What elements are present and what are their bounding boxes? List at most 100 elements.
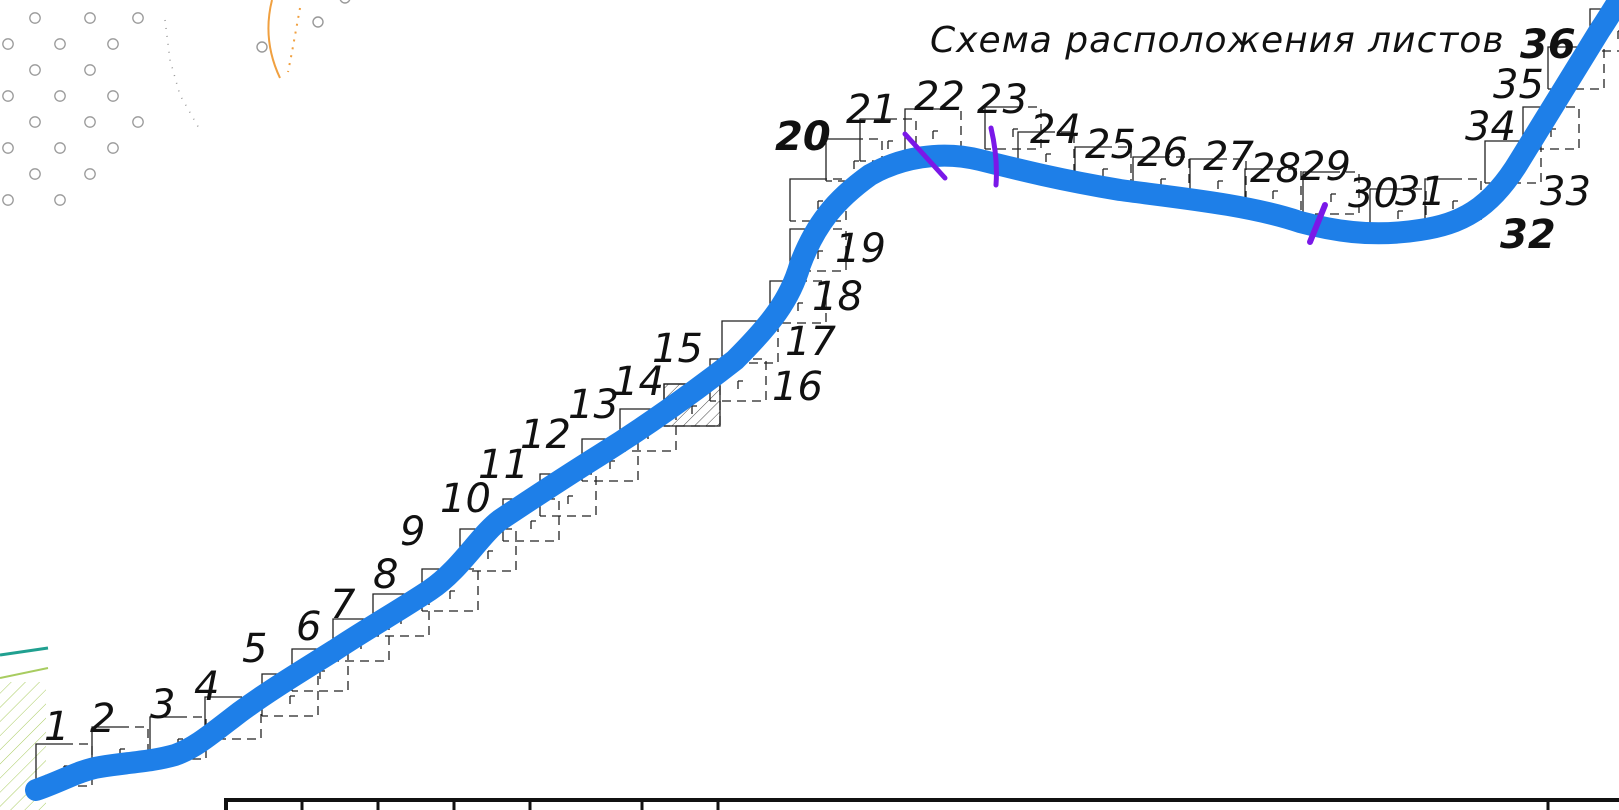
sheet-frame-tick <box>1330 193 1336 202</box>
sheet-label-2: 2 <box>90 696 115 742</box>
sheet-frame-tick <box>449 590 455 599</box>
sheet-frame-edge <box>664 383 721 427</box>
sheet-label-5: 5 <box>242 626 267 672</box>
sheet-label-7: 7 <box>330 582 356 628</box>
sheet-label-16: 16 <box>772 364 823 410</box>
dot-decoration <box>54 194 66 206</box>
sheet-label-20: 20 <box>775 114 831 160</box>
sheet-frame-edge <box>333 618 390 662</box>
sheet-frame-edge <box>790 228 847 272</box>
sheet-frame-edge <box>292 648 349 692</box>
orange-arc-decoration <box>267 0 281 79</box>
sheet-label-11: 11 <box>478 442 529 488</box>
sheet-frame-edge <box>373 593 430 637</box>
sheet-frame-tick <box>737 380 743 389</box>
sheet-frame-edge <box>1547 46 1576 89</box>
dot-decoration <box>29 12 41 24</box>
sheet-frame-edge <box>721 320 750 363</box>
sheet-label-9: 9 <box>400 509 425 555</box>
cut-mark <box>988 125 999 188</box>
sheet-frame-tick <box>932 130 938 139</box>
sheet-frame-edge <box>460 528 517 572</box>
sheet-label-32: 32 <box>1500 212 1556 258</box>
sheet-frame-edge <box>825 138 854 181</box>
sheet-frame-tick <box>853 160 859 169</box>
dot-decoration <box>107 142 119 154</box>
sheet-label-27: 27 <box>1203 134 1254 180</box>
sheet-frame-edge <box>859 118 888 161</box>
dot-decoration <box>107 38 119 50</box>
dot-decoration <box>29 168 41 180</box>
sheet-label-14: 14 <box>613 359 664 405</box>
dot-decoration <box>54 38 66 50</box>
sheet-label-30: 30 <box>1348 171 1399 217</box>
sheet-frame-edge <box>1484 140 1513 183</box>
sheet-frame-tick <box>1452 200 1458 209</box>
sheet-frame-edge <box>1302 171 1331 214</box>
sheet-frame-edge <box>540 473 597 517</box>
grey-dotted-decoration <box>164 19 201 131</box>
dot-decoration <box>2 38 14 50</box>
sheet-frame-edge <box>503 498 560 542</box>
dot-decoration <box>132 12 144 24</box>
dot-decoration <box>54 142 66 154</box>
sheet-frame-edge <box>1424 178 1453 221</box>
sheet-frame-edge <box>984 106 1013 149</box>
sheet-frame-edge <box>1189 158 1218 201</box>
sheet-frame-tick <box>1550 128 1556 137</box>
dot-decoration <box>29 116 41 128</box>
diagram-title: Схема расположения листов <box>930 20 1505 61</box>
sheet-frame-edge <box>422 568 479 612</box>
sheet-frame-tick <box>1012 128 1018 137</box>
teal-line-decoration <box>0 646 49 657</box>
sheet-frame-edge <box>985 106 1042 150</box>
sheet-frame-edge <box>35 743 64 786</box>
sheet-label-36: 36 <box>1520 22 1576 68</box>
dot-decoration <box>84 116 96 128</box>
sheet-frame-tick <box>887 140 893 149</box>
sheet-frame-tick <box>289 695 295 704</box>
dot-decoration <box>132 116 144 128</box>
sheet-frame-edge <box>1303 171 1360 215</box>
sheet-label-18: 18 <box>812 274 863 320</box>
sheet-label-3: 3 <box>150 682 175 728</box>
dot-decoration <box>2 90 14 102</box>
sheet-label-23: 23 <box>977 77 1028 123</box>
sheet-frame-tick <box>609 460 615 469</box>
sheet-frame-tick <box>817 250 823 259</box>
route-line <box>25 0 1619 801</box>
sheet-frame-edge <box>262 673 319 717</box>
route-marks <box>902 125 1328 245</box>
sheet-frame-tick <box>487 550 493 559</box>
sheet-label-35: 35 <box>1493 62 1544 108</box>
dot-decoration <box>84 64 96 76</box>
sheet-frame-edge <box>789 178 818 221</box>
sheet-frame-tick <box>691 405 697 414</box>
dot-decoration <box>84 168 96 180</box>
sheet-frame-tick <box>1272 190 1278 199</box>
small-circle-decoration <box>312 16 324 28</box>
sheet-frame-edge <box>205 696 262 740</box>
sheet-frame-tick <box>530 520 536 529</box>
sheet-label-12: 12 <box>520 412 571 458</box>
sheet-label-6: 6 <box>296 604 321 650</box>
sheet-frame-edge <box>710 358 767 402</box>
dot-decoration <box>54 90 66 102</box>
dot-decoration <box>107 90 119 102</box>
sheet-frame-edge <box>722 320 779 364</box>
sheet-label-19: 19 <box>835 226 886 272</box>
cut-mark <box>1307 202 1328 245</box>
sheet-frame-edge <box>582 438 639 482</box>
sheet-frame-tick <box>1217 180 1223 189</box>
sheet-frame-tick <box>1045 153 1051 162</box>
sheet-label-1: 1 <box>44 704 69 750</box>
dot-grid-decoration <box>2 12 144 206</box>
sheet-label-25: 25 <box>1085 122 1136 168</box>
sheet-frame-edge <box>1523 106 1580 150</box>
sheet-frame-tick <box>817 200 823 209</box>
sheet-frame-edge <box>770 280 827 324</box>
dot-decoration <box>2 142 14 154</box>
dot-decoration <box>84 12 96 24</box>
